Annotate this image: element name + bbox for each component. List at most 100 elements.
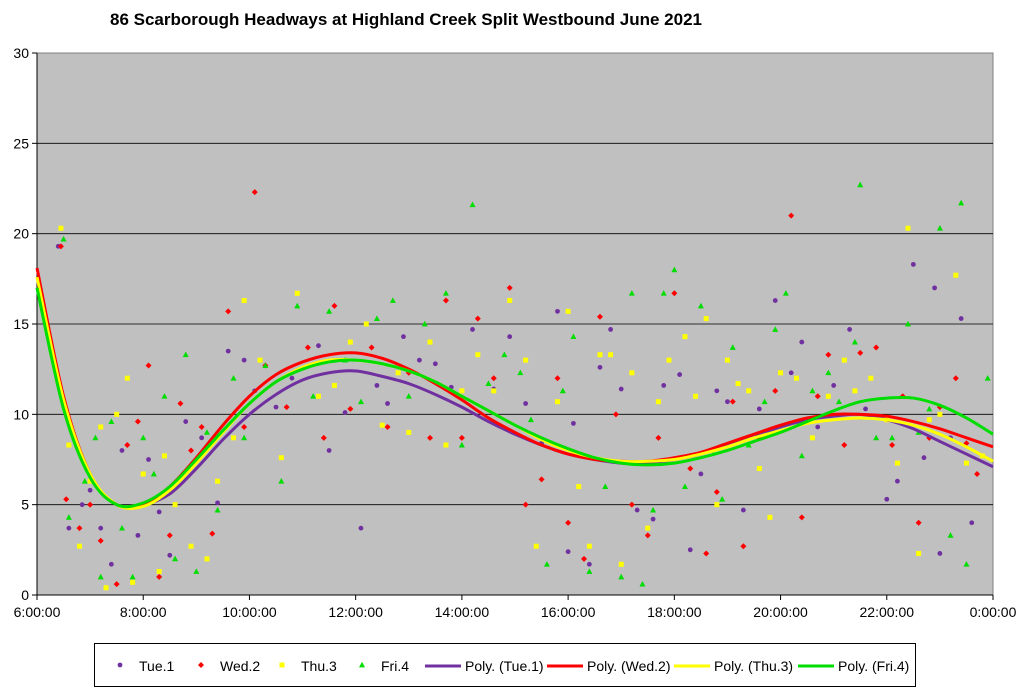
data-point [644, 532, 651, 539]
x-tick-label: 16:00:00 [541, 604, 596, 620]
data-point [118, 524, 125, 531]
data-point [661, 383, 667, 388]
data-point [857, 181, 864, 188]
x-tick-label: 6:00:00 [14, 604, 61, 620]
data-point [798, 514, 805, 521]
data-point [788, 370, 794, 376]
data-point [209, 530, 216, 537]
data-point [491, 388, 497, 394]
data-point [963, 561, 970, 567]
data-point [215, 500, 220, 506]
data-point [172, 555, 179, 562]
data-point [565, 308, 571, 314]
data-point [618, 386, 624, 392]
series-thu-3 [58, 225, 985, 591]
data-point [294, 290, 300, 296]
data-point [469, 201, 476, 208]
data-point [97, 573, 104, 580]
legend-label: Thu.3 [301, 658, 337, 674]
data-point [129, 573, 136, 580]
data-point [596, 313, 603, 320]
data-point [639, 580, 646, 587]
data-point [926, 417, 932, 423]
data-point [565, 519, 572, 526]
data-point [570, 333, 577, 340]
data-point [756, 466, 762, 472]
data-point [671, 266, 678, 273]
data-point [421, 320, 428, 327]
legend-item: Poly. (Wed.2) [547, 658, 671, 674]
y-tick-label: 15 [13, 316, 29, 332]
data-point [761, 398, 768, 405]
data-point [825, 369, 832, 376]
data-point [326, 308, 333, 314]
data-point [799, 339, 805, 345]
data-point [910, 261, 916, 267]
data-point [681, 483, 688, 489]
data-point [76, 543, 82, 549]
data-point [554, 399, 560, 405]
data-point [81, 477, 88, 484]
data-point [873, 434, 880, 441]
data-point [772, 326, 779, 332]
data-point [597, 352, 603, 358]
data-point [884, 496, 890, 502]
data-point [474, 315, 481, 322]
data-point [538, 476, 545, 483]
data-point [778, 370, 784, 376]
data-point [809, 387, 816, 394]
data-point [315, 393, 321, 399]
data-point [809, 435, 815, 441]
data-point [427, 339, 433, 345]
data-point [602, 483, 609, 489]
data-point [724, 357, 730, 363]
data-point [251, 189, 258, 196]
data-point [969, 520, 975, 526]
data-point [459, 388, 465, 394]
trendline-poly-tue-1 [35, 287, 994, 509]
data-point [257, 357, 263, 363]
legend-item: Poly. (Thu.3) [674, 658, 793, 674]
data-point [719, 496, 726, 502]
data-point [98, 525, 104, 531]
data-point [650, 506, 657, 513]
data-point [936, 225, 943, 231]
data-point [58, 225, 64, 231]
data-point [389, 297, 396, 303]
data-point [140, 471, 146, 477]
data-point [108, 418, 115, 424]
data-point [156, 569, 162, 575]
data-point [278, 455, 284, 461]
data-point [161, 393, 168, 399]
data-point [894, 460, 900, 466]
data-point [608, 352, 614, 358]
data-point [124, 375, 130, 381]
data-point [863, 406, 868, 412]
data-point [320, 434, 327, 441]
data-point [628, 290, 635, 296]
plot-area: 0 5 10 15 20 25 30 6:00:00 8:00:00 10:00:00 12:00:… [13, 45, 1016, 620]
legend-label: Poly. (Wed.2) [587, 658, 671, 674]
data-point [729, 344, 736, 350]
data-point [905, 320, 912, 327]
legend-label: Poly. (Fri.4) [838, 658, 909, 674]
data-point [384, 423, 391, 430]
x-tick-label: 12:00:00 [328, 604, 383, 620]
data-point [182, 351, 189, 358]
series-wed-2 [57, 189, 981, 588]
y-tick-label: 5 [21, 497, 29, 513]
data-point [714, 502, 720, 508]
data-point [172, 502, 178, 508]
data-point [97, 537, 104, 544]
data-point [793, 375, 799, 381]
data-point [555, 308, 560, 314]
series-fri-4 [60, 181, 991, 587]
data-point [203, 429, 210, 435]
data-point [851, 338, 858, 345]
data-point [156, 509, 162, 515]
data-point [490, 375, 497, 382]
data-point [608, 327, 613, 332]
y-tick-label: 30 [13, 45, 29, 61]
data-point [868, 375, 874, 381]
data-point [177, 400, 184, 407]
